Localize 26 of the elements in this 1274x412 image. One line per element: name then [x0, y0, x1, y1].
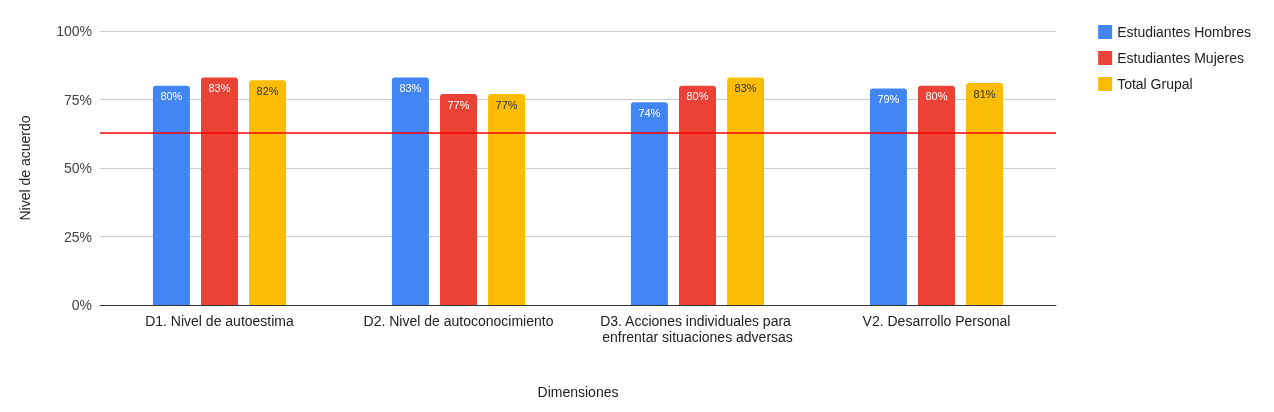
- data-label: 83%: [734, 82, 757, 95]
- x-tick-label: D3. Acciones individuales para enfrentar situaciones adversas: [600, 313, 795, 345]
- x-axis-title: Dimensiones: [537, 384, 619, 400]
- data-label: 80%: [160, 90, 183, 103]
- x-tick-label: D1. Nivel de autoestima: [145, 313, 295, 329]
- data-label: 80%: [925, 90, 948, 103]
- data-label: 77%: [447, 98, 470, 111]
- y-tick-label: 25%: [63, 228, 92, 245]
- data-label: 83%: [399, 82, 422, 95]
- x-tick-label: V2. Desarrollo Personal: [862, 313, 1011, 329]
- data-label: 82%: [256, 84, 279, 97]
- y-tick-label: 0%: [71, 297, 92, 313]
- data-label: 74%: [638, 106, 661, 119]
- data-label: 83%: [208, 82, 231, 95]
- legend-label: Total Grupal: [1117, 76, 1193, 92]
- data-label: 81%: [973, 87, 996, 100]
- data-label: 77%: [495, 98, 518, 111]
- y-tick-label: 75%: [63, 91, 92, 108]
- legend-label: Estudiantes Mujeres: [1117, 50, 1244, 66]
- y-axis-title: Nivel de acuerdo: [17, 115, 33, 221]
- data-label: 80%: [686, 90, 709, 103]
- y-tick-label: 100%: [56, 23, 92, 39]
- legend-label: Estudiantes Hombres: [1117, 24, 1251, 40]
- data-label: 79%: [877, 93, 900, 106]
- y-tick-label: 50%: [63, 160, 92, 176]
- x-tick-label: D2. Nivel de autoconocimiento: [363, 313, 554, 329]
